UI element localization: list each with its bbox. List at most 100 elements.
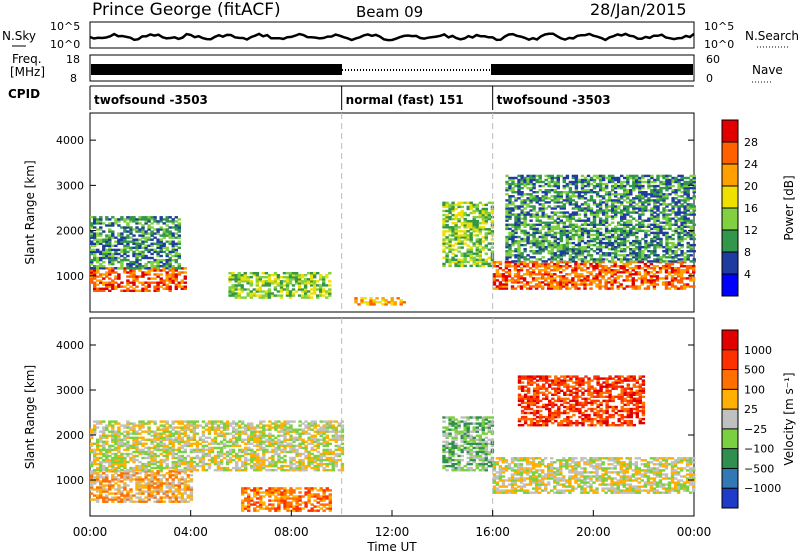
range-cell <box>680 246 684 249</box>
range-cell <box>598 201 603 204</box>
range-cell <box>475 252 479 255</box>
range-cell <box>638 207 642 210</box>
range-cell <box>632 174 636 178</box>
range-cell <box>553 252 557 255</box>
range-cell <box>153 496 157 499</box>
range-cell <box>168 287 172 290</box>
range-cell <box>547 281 551 284</box>
range-cell <box>692 189 696 192</box>
range-cell <box>159 436 163 439</box>
range-cell <box>583 180 588 184</box>
range-cell <box>249 284 253 287</box>
range-cell <box>126 490 130 493</box>
range-cell <box>532 225 536 228</box>
range-cell <box>192 420 197 423</box>
range-cell <box>689 243 693 247</box>
range-cell <box>258 288 262 291</box>
range-cell <box>671 243 675 247</box>
range-cell <box>189 448 194 452</box>
range-cell <box>174 232 178 235</box>
range-cell <box>90 275 94 278</box>
range-cell <box>363 301 367 304</box>
range-cell <box>478 250 482 253</box>
range-cell <box>653 189 657 192</box>
range-cell <box>228 469 233 472</box>
range-cell <box>310 292 314 295</box>
range-cell <box>683 231 687 235</box>
range-cell <box>454 222 458 225</box>
range-cell <box>580 237 585 241</box>
range-cell <box>538 174 542 178</box>
range-cell <box>129 246 133 249</box>
range-cell <box>665 174 669 178</box>
range-cell <box>568 186 573 190</box>
range-cell <box>571 213 576 216</box>
range-cell <box>676 281 681 284</box>
range-cell <box>126 254 130 258</box>
range-cell <box>186 436 190 439</box>
range-cell <box>126 496 130 499</box>
range-cell <box>604 269 608 272</box>
range-cell <box>93 256 97 260</box>
range-cell <box>102 240 106 243</box>
range-cell <box>93 242 97 245</box>
range-cell <box>577 217 582 220</box>
range-cell <box>150 248 154 252</box>
range-cell <box>607 252 612 255</box>
range-cell <box>120 232 124 235</box>
range-cell <box>592 191 597 194</box>
range-cell <box>234 276 238 279</box>
range-cell <box>457 226 461 229</box>
range-cell <box>165 464 169 468</box>
range-cell <box>604 281 608 284</box>
range-cell <box>614 195 618 198</box>
range-cell <box>105 436 109 439</box>
range-cell <box>586 252 591 255</box>
range-cell <box>108 422 112 425</box>
range-cell <box>225 454 230 458</box>
range-cell <box>243 272 247 275</box>
range-cell <box>132 442 136 445</box>
range-cell <box>535 243 539 247</box>
range-cell <box>174 472 178 475</box>
range-cell <box>144 478 148 481</box>
range-cell <box>147 460 151 464</box>
range-cell <box>132 234 136 237</box>
range-cell <box>553 233 557 237</box>
range-cell <box>505 199 509 202</box>
range-cell <box>550 225 554 228</box>
range-cell <box>375 297 379 300</box>
range-cell <box>683 256 687 259</box>
range-cell <box>614 199 618 202</box>
range-cell <box>177 224 181 227</box>
range-cell <box>481 215 485 219</box>
range-cell <box>96 283 100 286</box>
range-cell <box>559 277 563 280</box>
range-cell <box>508 195 512 198</box>
range-cell <box>126 240 130 243</box>
range-cell <box>198 458 203 462</box>
range-cell <box>222 438 227 441</box>
range-cell <box>571 267 575 270</box>
range-cell <box>234 284 238 287</box>
range-cell <box>111 424 115 427</box>
range-cell <box>646 281 651 284</box>
range-cell <box>484 213 488 217</box>
range-cell <box>135 466 139 470</box>
range-cell <box>541 199 545 202</box>
range-cell <box>498 262 503 266</box>
range-cell <box>153 267 157 270</box>
range-cell <box>623 239 627 243</box>
range-cell <box>659 256 663 259</box>
range-cell <box>126 265 130 268</box>
range-cell <box>174 474 178 477</box>
range-cell <box>528 267 533 270</box>
range-cell <box>553 180 557 184</box>
range-cell <box>255 290 259 293</box>
range-cell <box>604 273 608 276</box>
range-cell <box>478 226 482 229</box>
range-cell <box>556 197 560 200</box>
range-cell <box>613 273 617 276</box>
range-cell <box>460 209 464 213</box>
range-cell <box>99 434 103 437</box>
